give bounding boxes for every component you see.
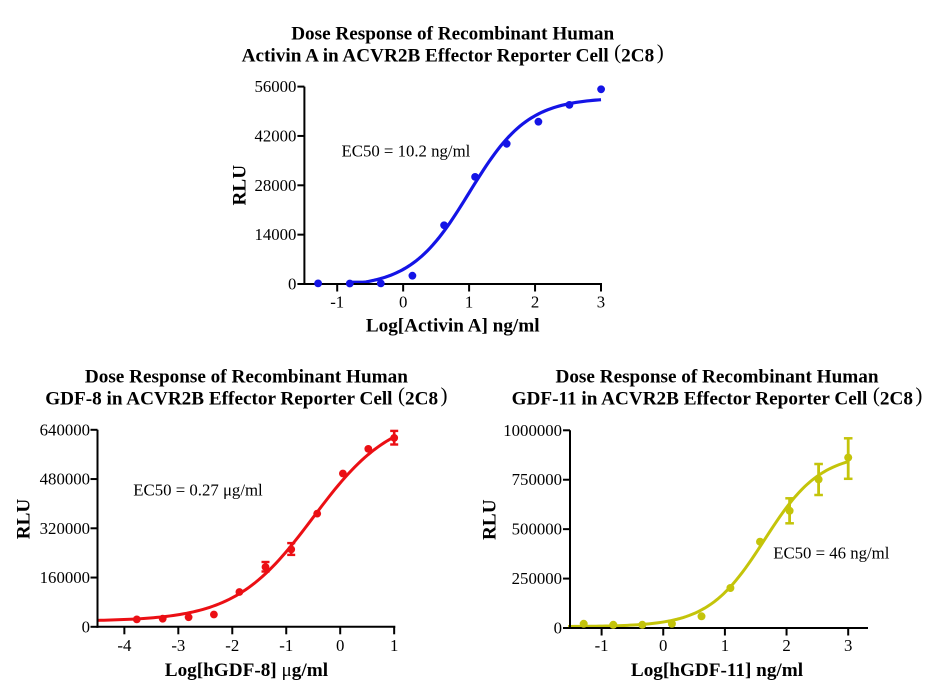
svg-text:250000: 250000 [512, 569, 562, 588]
svg-text:0: 0 [554, 619, 562, 638]
svg-text:28000: 28000 [254, 176, 296, 195]
svg-text:Log[hGDF-8] μg/ml: Log[hGDF-8] μg/ml [165, 660, 328, 681]
svg-text:Dose Response of Recombinant H: Dose Response of Recombinant Human [555, 367, 878, 388]
svg-text:640000: 640000 [40, 420, 90, 439]
svg-text:160000: 160000 [40, 568, 90, 587]
svg-text:1: 1 [465, 293, 473, 312]
svg-text:GDF-11 in ACVR2B Effector Repo: GDF-11 in ACVR2B Effector Reporter Cell(… [512, 383, 923, 409]
svg-text:56000: 56000 [254, 77, 296, 96]
svg-text:3: 3 [844, 636, 852, 655]
svg-text:Dose Response of Recombinant H: Dose Response of Recombinant Human [291, 23, 614, 44]
svg-text:0: 0 [288, 275, 296, 294]
svg-text:14000: 14000 [254, 225, 296, 244]
svg-text:2: 2 [782, 636, 790, 655]
svg-text:-2: -2 [225, 636, 239, 655]
svg-text:Dose Response of Recombinant H: Dose Response of Recombinant Human [85, 367, 408, 388]
svg-text:Log[hGDF-11] ng/ml: Log[hGDF-11] ng/ml [631, 660, 803, 681]
svg-text:GDF-8 in ACVR2B Effector Repor: GDF-8 in ACVR2B Effector Reporter Cell (2… [45, 383, 447, 409]
svg-text:320000: 320000 [40, 519, 90, 538]
svg-text:0: 0 [336, 636, 344, 655]
svg-text:-1: -1 [279, 636, 293, 655]
svg-text:750000: 750000 [512, 470, 562, 489]
svg-text:3: 3 [597, 293, 605, 312]
svg-text:480000: 480000 [40, 470, 90, 489]
svg-text:RLU: RLU [13, 499, 34, 540]
svg-text:Activin A in ACVR2B Effector R: Activin A in ACVR2B Effector Reporter Ce… [242, 40, 664, 66]
svg-text:EC50 = 0.27 μg/ml: EC50 = 0.27 μg/ml [133, 481, 263, 500]
svg-text:RLU: RLU [480, 499, 501, 540]
svg-text:1: 1 [721, 636, 729, 655]
svg-text:EC50 = 10.2 ng/ml: EC50 = 10.2 ng/ml [342, 141, 471, 160]
svg-text:1000000: 1000000 [503, 421, 562, 440]
svg-text:-1: -1 [595, 636, 609, 655]
svg-text:RLU: RLU [229, 165, 250, 206]
svg-text:2: 2 [531, 293, 539, 312]
svg-text:EC50 = 46 ng/ml: EC50 = 46 ng/ml [773, 544, 890, 563]
svg-text:0: 0 [82, 617, 90, 636]
svg-text:Log[Activin A] ng/ml: Log[Activin A] ng/ml [366, 316, 540, 337]
svg-text:0: 0 [659, 636, 667, 655]
svg-text:1: 1 [390, 636, 398, 655]
svg-text:-3: -3 [171, 636, 185, 655]
svg-text:0: 0 [399, 293, 407, 312]
svg-text:-1: -1 [330, 293, 344, 312]
svg-text:-4: -4 [117, 636, 132, 655]
svg-text:500000: 500000 [512, 520, 562, 539]
svg-text:42000: 42000 [254, 126, 296, 145]
